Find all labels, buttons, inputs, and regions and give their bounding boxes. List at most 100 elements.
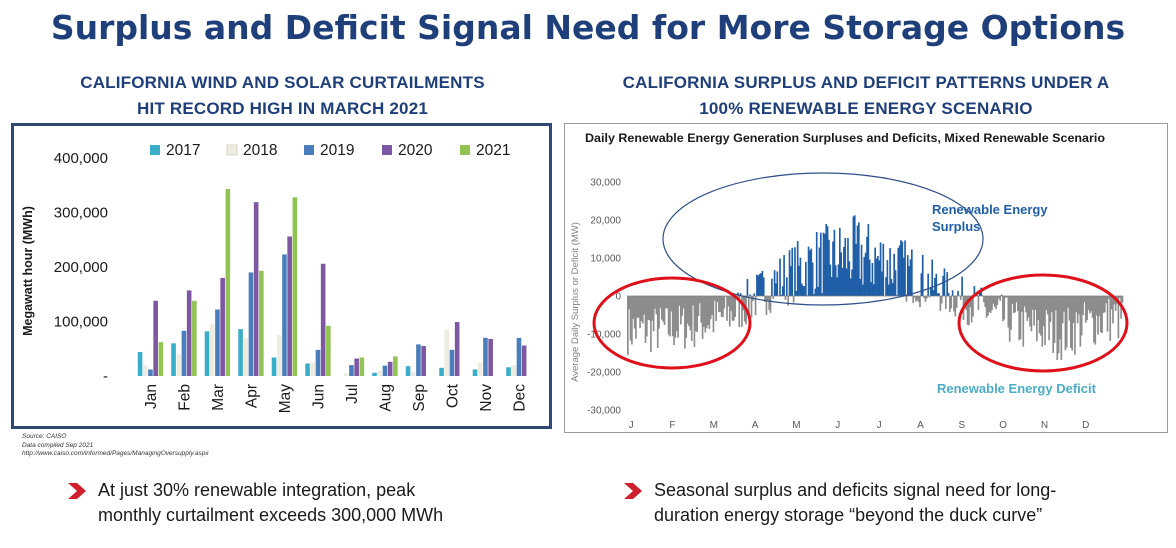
bar-oct-2017 — [439, 367, 444, 376]
surplus-bar — [746, 279, 749, 296]
surplus-bar — [803, 286, 806, 296]
deficit-bar — [1086, 296, 1088, 321]
bar-nov-2019 — [483, 337, 488, 376]
deficit-bar — [1065, 296, 1068, 348]
surplus-bar — [889, 248, 891, 296]
deficit-bar — [1008, 296, 1011, 342]
surplus-bar — [874, 247, 876, 296]
source-line-1: Source: CAISO — [22, 433, 67, 440]
surplus-bar — [885, 277, 887, 296]
deficit-bar — [704, 296, 707, 333]
bullet-storage: Seasonal surplus and deficits signal nee… — [622, 478, 1142, 528]
deficit-bar — [726, 296, 728, 321]
deficit-bar — [1017, 296, 1019, 312]
surplus-bar — [845, 268, 848, 296]
deficit-bar — [673, 296, 675, 346]
bar-apr-2018 — [243, 337, 249, 376]
deficit-bar — [646, 296, 648, 337]
surplus-bar — [840, 252, 843, 296]
bar-jul-2020 — [354, 358, 359, 376]
surplus-ellipse — [662, 172, 984, 306]
deficit-ellipse-spring — [592, 276, 752, 370]
y-tick-label: 0 — [615, 292, 621, 303]
x-tick-label: O — [999, 420, 1007, 431]
deficit-bar — [715, 296, 717, 322]
deficit-bar — [970, 296, 973, 323]
deficit-bar — [949, 296, 951, 313]
legend-label-2020: 2020 — [398, 142, 433, 159]
deficit-bar — [679, 296, 682, 325]
surplus-bar — [818, 247, 821, 296]
surplus-bar — [756, 274, 758, 296]
surplus-bar — [795, 291, 798, 296]
bar-oct-2019 — [449, 349, 455, 376]
surplus-bar — [935, 273, 938, 296]
deficit-bar — [1121, 296, 1124, 303]
bar-may-2020 — [287, 236, 292, 376]
bar-sep-2018 — [410, 371, 416, 376]
bar-jul-2019 — [349, 365, 354, 376]
surplus-bar — [896, 295, 898, 296]
deficit-bar — [636, 296, 639, 318]
bar-oct-2020 — [454, 322, 460, 376]
deficit-bar — [1064, 296, 1067, 351]
surplus-bar — [828, 239, 830, 296]
deficit-bar — [741, 296, 743, 327]
deficit-bar — [964, 296, 966, 305]
x-tick-label: D — [1082, 420, 1089, 431]
deficit-bar — [643, 296, 645, 315]
deficit-bar — [1021, 296, 1023, 312]
deficit-bar — [992, 296, 995, 304]
deficit-bar — [718, 296, 720, 313]
surplus-bar — [757, 275, 760, 296]
deficit-bar — [913, 296, 916, 298]
deficit-bar — [1053, 296, 1056, 343]
surplus-bar — [779, 258, 781, 296]
surplus-bar — [817, 286, 819, 296]
deficit-bar — [1056, 296, 1059, 360]
deficit-bar — [1091, 296, 1094, 318]
x-tick-label: J — [629, 420, 634, 431]
surplus-bar — [973, 286, 976, 296]
bar-jul-2021 — [359, 357, 365, 376]
surplus-bar — [893, 253, 896, 296]
surplus-bar — [843, 246, 845, 296]
surplus-bar — [853, 215, 856, 296]
deficit-bar — [1079, 296, 1082, 347]
deficit-bar — [722, 296, 724, 318]
surplus-bar — [881, 271, 883, 296]
deficit-bar — [754, 296, 757, 316]
deficit-bar — [997, 296, 1000, 299]
deficit-bar — [988, 296, 991, 313]
deficit-bar — [1014, 296, 1016, 313]
bar-apr-2019 — [248, 272, 254, 376]
bar-aug-2017 — [372, 372, 377, 376]
surplus-bar — [978, 291, 981, 296]
deficit-bar — [1045, 296, 1048, 311]
surplus-bar — [871, 262, 874, 296]
legend-swatch-2021 — [460, 145, 470, 155]
surplus-bar — [942, 275, 944, 296]
surplus-bar — [931, 259, 934, 296]
bar-may-2019 — [282, 254, 287, 376]
deficit-bar — [705, 296, 708, 329]
surplus-bar — [901, 241, 904, 296]
deficit-bar — [734, 296, 737, 317]
deficit-bar — [692, 296, 694, 306]
surplus-bar — [872, 284, 875, 296]
deficit-bar — [700, 296, 703, 323]
x-tick-label: M — [792, 420, 800, 431]
deficit-bar — [685, 296, 688, 338]
deficit-bar — [1033, 296, 1035, 326]
deficit-bar — [1057, 296, 1060, 354]
deficit-bar — [1003, 296, 1006, 320]
surplus-bar — [932, 290, 935, 296]
deficit-bar — [1042, 296, 1045, 327]
surplus-bar — [858, 222, 860, 296]
surplus-bar — [862, 284, 864, 296]
deficit-bar — [728, 296, 731, 327]
surplus-bar — [938, 293, 940, 296]
surplus-bar — [920, 273, 923, 296]
bar-aug-2021 — [393, 356, 398, 376]
deficit-bar — [690, 296, 693, 341]
